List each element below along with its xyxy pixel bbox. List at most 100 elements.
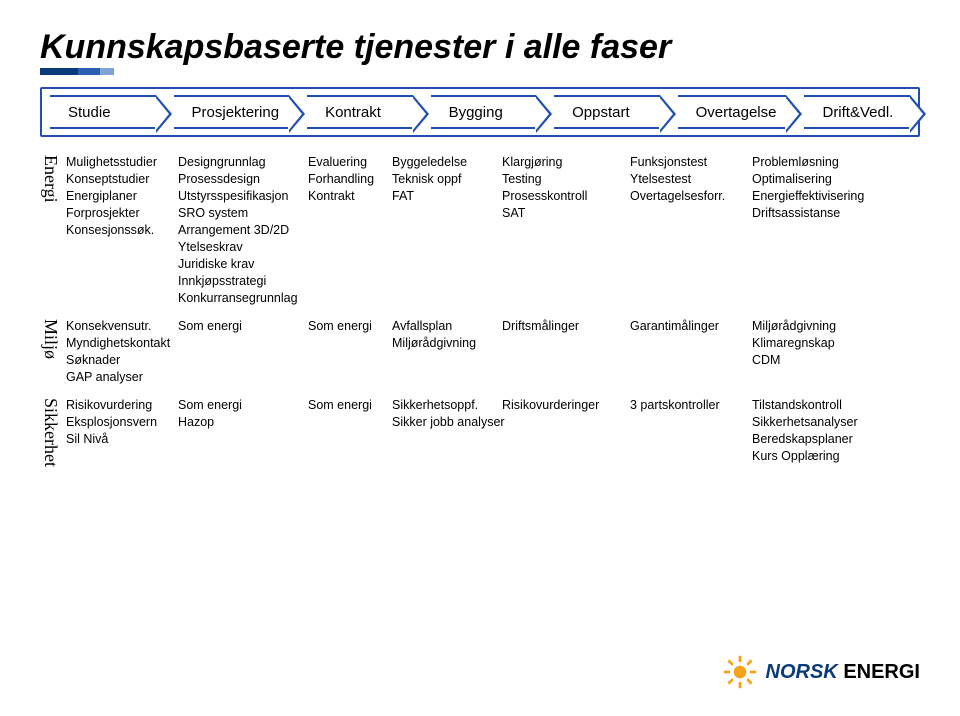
cell	[178, 370, 308, 384]
cell	[502, 223, 630, 237]
cell	[66, 291, 178, 305]
section-label-miljo: Miljø	[40, 319, 61, 359]
cell: Forhandling	[308, 172, 392, 186]
cell	[752, 223, 890, 237]
cell: SRO system	[178, 206, 308, 220]
cell	[66, 449, 178, 463]
cell	[502, 274, 630, 288]
cell	[502, 257, 630, 271]
section-miljo: Miljø Konsekvensutr.Som energiSom energi…	[66, 319, 920, 384]
cell: Energieffektivisering	[752, 189, 890, 203]
cell	[630, 370, 752, 384]
cell	[392, 370, 502, 384]
cell: Driftsmålinger	[502, 319, 630, 333]
bar	[78, 68, 100, 75]
cell	[392, 223, 502, 237]
cell	[178, 336, 308, 350]
cell	[308, 353, 392, 367]
cell	[392, 291, 502, 305]
content-sections: Energi MulighetsstudierDesigngrunnlagEva…	[66, 155, 920, 463]
cell	[392, 240, 502, 254]
cell	[630, 415, 752, 429]
cell	[630, 223, 752, 237]
footer-logo: NORSK ENERGI	[722, 654, 920, 690]
section-label-energi: Energi	[40, 155, 61, 203]
cell	[630, 240, 752, 254]
sun-icon	[722, 654, 758, 690]
cell: Risikovurdering	[66, 398, 178, 412]
phase: Kontrakt	[307, 95, 413, 129]
cell: Mulighetsstudier	[66, 155, 178, 169]
slide: Kunnskapsbaserte tjenester i alle faser …	[0, 0, 960, 463]
cell	[630, 291, 752, 305]
cell: Innkjøpsstrategi	[178, 274, 308, 288]
cell: Klimaregnskap	[752, 336, 890, 350]
cell: Som energi	[308, 319, 392, 333]
page-title: Kunnskapsbaserte tjenester i alle faser	[40, 28, 920, 67]
cell	[752, 274, 890, 288]
cell	[308, 291, 392, 305]
cell: Beredskapsplaner	[752, 432, 890, 446]
cell: Sikker jobb analyser	[392, 415, 502, 429]
cell	[752, 240, 890, 254]
phase: Bygging	[431, 95, 537, 129]
cell: GAP analyser	[66, 370, 178, 384]
cell	[752, 370, 890, 384]
cell	[752, 257, 890, 271]
cell	[392, 432, 502, 446]
cell	[502, 336, 630, 350]
cell: Energiplaner	[66, 189, 178, 203]
cell	[630, 449, 752, 463]
cell: Forprosjekter	[66, 206, 178, 220]
bar	[40, 68, 78, 75]
cell: Kontrakt	[308, 189, 392, 203]
cell	[630, 353, 752, 367]
cell: Garantimålinger	[630, 319, 752, 333]
grid-miljo: Konsekvensutr.Som energiSom energiAvfall…	[66, 319, 920, 384]
cell	[308, 274, 392, 288]
cell: Sil Nivå	[66, 432, 178, 446]
phase: Studie	[50, 95, 156, 129]
cell: CDM	[752, 353, 890, 367]
cell	[502, 240, 630, 254]
cell	[308, 449, 392, 463]
cell	[66, 257, 178, 271]
cell: Konkurransegrunnlag	[178, 291, 308, 305]
cell: Ytelseskrav	[178, 240, 308, 254]
cell: Miljørådgivning	[392, 336, 502, 350]
cell: Problemløsning	[752, 155, 890, 169]
phase: Prosjektering	[174, 95, 290, 129]
cell: Evaluering	[308, 155, 392, 169]
cell	[502, 415, 630, 429]
cell	[178, 432, 308, 446]
cell: SAT	[502, 206, 630, 220]
cell: Testing	[502, 172, 630, 186]
cell: Avfallsplan	[392, 319, 502, 333]
cell: Byggeledelse	[392, 155, 502, 169]
section-energi: Energi MulighetsstudierDesigngrunnlagEva…	[66, 155, 920, 305]
grid-energi: MulighetsstudierDesigngrunnlagEvaluering…	[66, 155, 920, 305]
cell	[308, 223, 392, 237]
cell: Ytelsestest	[630, 172, 752, 186]
cell: Hazop	[178, 415, 308, 429]
cell	[630, 206, 752, 220]
cell	[66, 240, 178, 254]
cell: Søknader	[66, 353, 178, 367]
cell: Teknisk oppf	[392, 172, 502, 186]
cell: Optimalisering	[752, 172, 890, 186]
brand-part2: ENERGI	[843, 661, 920, 683]
cell	[392, 449, 502, 463]
cell: Overtagelsesforr.	[630, 189, 752, 203]
accent-bars	[40, 68, 114, 75]
cell: Arrangement 3D/2D	[178, 223, 308, 237]
cell: Sikkerhetsoppf.	[392, 398, 502, 412]
cell	[308, 206, 392, 220]
cell	[178, 449, 308, 463]
cell: Konsekvensutr.	[66, 319, 178, 333]
cell: Konseptstudier	[66, 172, 178, 186]
cell	[392, 257, 502, 271]
cell	[502, 353, 630, 367]
phase-strip: Studie Prosjektering Kontrakt Bygging Oppsta…	[40, 87, 920, 137]
cell: Konsesjonssøk.	[66, 223, 178, 237]
phase: Oppstart	[554, 95, 660, 129]
